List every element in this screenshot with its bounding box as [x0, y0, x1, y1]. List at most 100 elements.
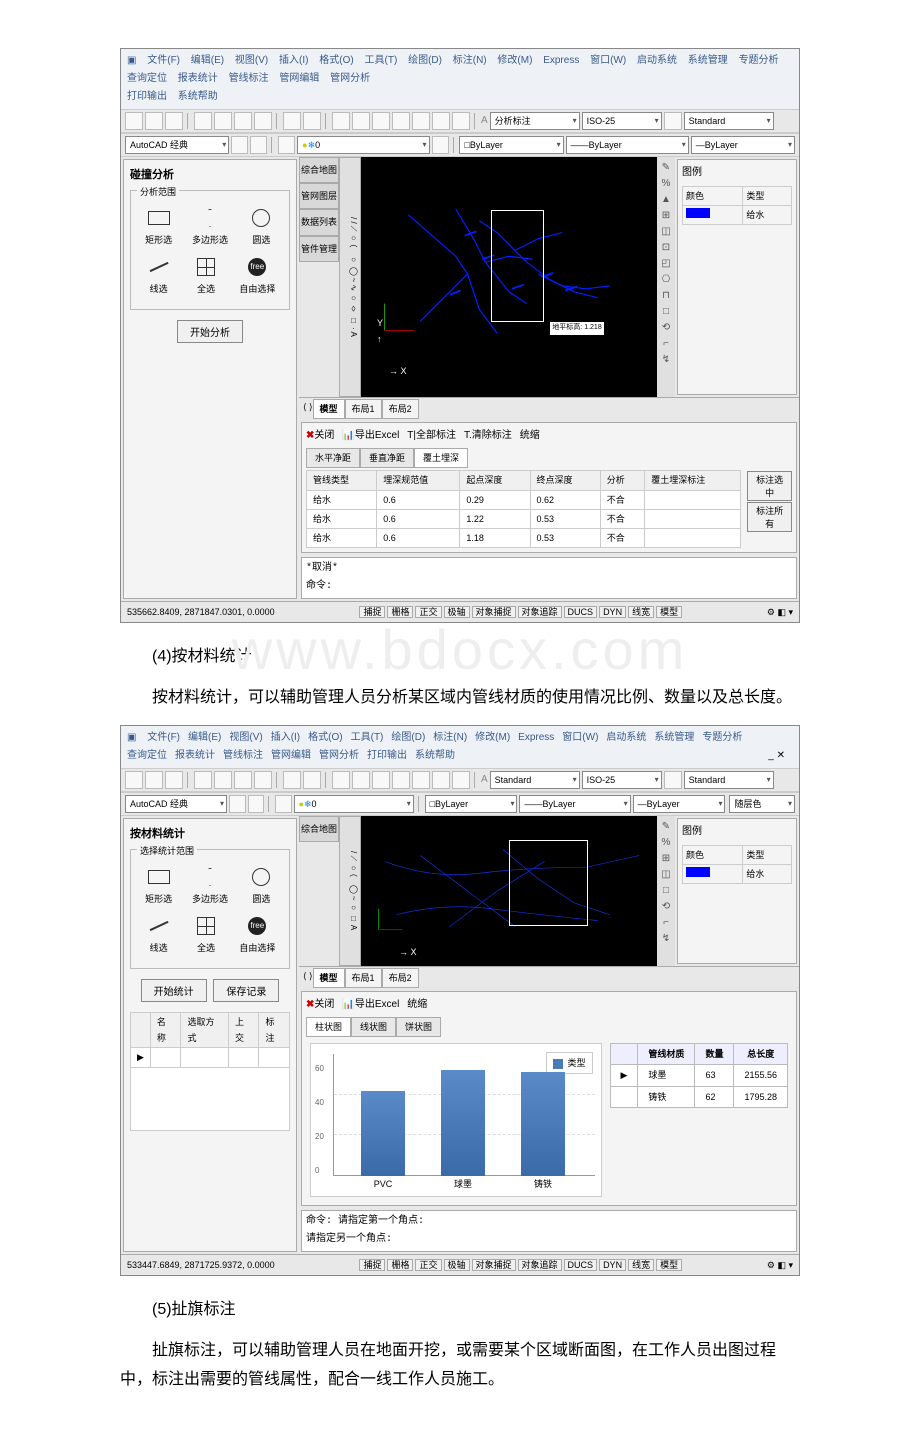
sel-free[interactable]: free自由选择: [239, 915, 275, 956]
menu-item[interactable]: 文件(F): [147, 732, 180, 743]
sel-poly[interactable]: 多边形选: [192, 866, 228, 907]
menu-item[interactable]: 管网编辑: [271, 750, 311, 761]
anno-all-button[interactable]: 标注所有: [747, 502, 792, 532]
workspace-combo[interactable]: AutoCAD 经典: [125, 136, 229, 154]
menu-item[interactable]: 报表统计: [178, 73, 218, 84]
sel-all[interactable]: 全选: [192, 915, 220, 956]
tab-model[interactable]: 模型: [313, 399, 345, 419]
tb-icon[interactable]: [234, 771, 252, 789]
tb-paste-icon[interactable]: [254, 112, 272, 130]
col-header[interactable]: 覆土埋深标注: [645, 471, 741, 490]
menu-item[interactable]: 修改(M): [475, 732, 510, 743]
zoom-button[interactable]: 统缩: [520, 427, 540, 445]
tb-icon[interactable]: [214, 771, 232, 789]
annotate-all-button[interactable]: T|全部标注: [407, 427, 456, 445]
model-tabs[interactable]: ⟨ ⟩ 模型布局1布局2: [299, 966, 799, 989]
menu-item[interactable]: 管网分析: [319, 750, 359, 761]
menu-item[interactable]: 启动系统: [637, 55, 677, 66]
menu-item[interactable]: 插入(I): [279, 55, 308, 66]
sel-rect[interactable]: 矩形选: [145, 207, 173, 248]
layer-combo[interactable]: ● ❄ 0: [294, 795, 414, 813]
tb-icon[interactable]: [145, 771, 163, 789]
table-row[interactable]: 铸铁621795.28: [610, 1086, 788, 1107]
subtab[interactable]: 水平净距: [306, 448, 360, 468]
drawing-canvas[interactable]: → X: [361, 816, 657, 966]
table-row[interactable]: 给水0.61.180.53不合: [307, 528, 741, 547]
status-toggles[interactable]: 捕捉栅格正交极轴对象捕捉对象追踪DUCSDYN线宽模型: [358, 604, 683, 620]
tb-btn-icon[interactable]: [412, 112, 430, 130]
tb-new-icon[interactable]: [125, 112, 143, 130]
start-analysis-button[interactable]: 开始分析: [177, 320, 243, 343]
close-icon[interactable]: ✖关闭: [306, 996, 334, 1014]
menu-item[interactable]: 管线标注: [223, 750, 263, 761]
subtab[interactable]: 垂直净距: [360, 448, 414, 468]
anno-combo[interactable]: 分析标注: [490, 112, 580, 130]
tb-icon[interactable]: [283, 771, 301, 789]
menu-item[interactable]: 管网分析: [330, 73, 370, 84]
col-header[interactable]: 终点深度: [530, 471, 600, 490]
menu-item[interactable]: 报表统计: [175, 750, 215, 761]
sel-all[interactable]: 全选: [192, 256, 220, 297]
clear-anno-button[interactable]: T.清除标注: [464, 427, 512, 445]
vtab[interactable]: 管件管理: [299, 236, 339, 262]
tb-icon[interactable]: [412, 771, 430, 789]
export-excel-button[interactable]: 📊导出Excel: [342, 427, 399, 445]
command-line[interactable]: *取消* 命令:: [301, 557, 797, 599]
command-line[interactable]: 命令: 请指定第一个角点: 请指定另一个角点:: [301, 1210, 797, 1252]
subtab[interactable]: 线状图: [351, 1017, 396, 1037]
menu-item[interactable]: 专题分析: [739, 55, 779, 66]
table-row[interactable]: 给水0.61.220.53不合: [307, 509, 741, 528]
zoom-button[interactable]: 统缩: [407, 996, 427, 1014]
menu-item[interactable]: 窗口(W): [562, 732, 598, 743]
menubar[interactable]: ▣ 文件(F) 编辑(E) 视图(V) 插入(I) 格式(O) 工具(T) 绘图…: [121, 49, 799, 109]
col[interactable]: 上交: [228, 1013, 259, 1048]
menu-item[interactable]: 管网编辑: [279, 73, 319, 84]
menu-item[interactable]: 编辑(E): [191, 55, 224, 66]
col-header[interactable]: 起点深度: [460, 471, 530, 490]
menu-item[interactable]: 绘图(D): [391, 732, 425, 743]
status-right-icons[interactable]: ⚙ ◧ ▾: [767, 1257, 793, 1273]
menu-item[interactable]: 系统帮助: [178, 91, 218, 102]
tb-save-icon[interactable]: [165, 112, 183, 130]
menu-item[interactable]: 系统帮助: [415, 750, 455, 761]
tb-layer-icon[interactable]: [278, 136, 295, 154]
tb-pan-icon[interactable]: [352, 112, 370, 130]
tab-layout[interactable]: 布局1: [345, 968, 382, 988]
color-combo[interactable]: □ ByLayer: [459, 136, 563, 154]
save-record-button[interactable]: 保存记录: [213, 979, 279, 1002]
vtab[interactable]: 管网图层: [299, 183, 339, 209]
menu-item[interactable]: 标注(N): [433, 732, 467, 743]
menu-item[interactable]: Express: [543, 55, 579, 66]
lweight-combo[interactable]: — ByLayer: [633, 795, 726, 813]
menu-item[interactable]: 绘图(D): [408, 55, 442, 66]
tb-icon[interactable]: [248, 795, 265, 813]
tb-icon[interactable]: [125, 771, 143, 789]
ltype-combo[interactable]: —— ByLayer: [519, 795, 630, 813]
tb-btn-icon[interactable]: [432, 136, 449, 154]
table-row[interactable]: ▶球墨632155.56: [610, 1065, 788, 1086]
tb-redo-icon[interactable]: [303, 112, 321, 130]
menu-item[interactable]: 修改(M): [497, 55, 532, 66]
sel-rect[interactable]: 矩形选: [145, 866, 173, 907]
menu-item[interactable]: 专题分析: [702, 732, 742, 743]
menu-item[interactable]: 编辑(E): [188, 732, 221, 743]
tb-icon[interactable]: [392, 771, 410, 789]
tb-help-icon[interactable]: [452, 112, 470, 130]
draw-toolbar[interactable]: / / ⟋ ○ ⌒ ○ ◯ ~ ∿ ○ ◊ □ · A: [339, 157, 361, 397]
tb-btn-icon[interactable]: [392, 112, 410, 130]
col[interactable]: 管线材质: [638, 1044, 695, 1065]
close-icon[interactable]: ✖关闭: [306, 427, 334, 445]
iso-combo[interactable]: ISO-25: [582, 771, 662, 789]
std2-combo[interactable]: Standard: [684, 771, 774, 789]
start-stats-button[interactable]: 开始统计: [141, 979, 207, 1002]
tb-open-icon[interactable]: [145, 112, 163, 130]
col-header[interactable]: 分析: [600, 471, 644, 490]
menu-item[interactable]: 打印输出: [127, 91, 167, 102]
menu-item[interactable]: 视图(V): [235, 55, 268, 66]
iso-combo[interactable]: ISO-25: [582, 112, 662, 130]
tb-icon[interactable]: [452, 771, 470, 789]
lweight-combo[interactable]: — ByLayer: [691, 136, 795, 154]
menu-item[interactable]: 窗口(W): [590, 55, 626, 66]
tb-btn-icon[interactable]: [372, 112, 390, 130]
drawing-canvas[interactable]: 地平标高: 1.218 → X Y↑: [361, 157, 657, 397]
